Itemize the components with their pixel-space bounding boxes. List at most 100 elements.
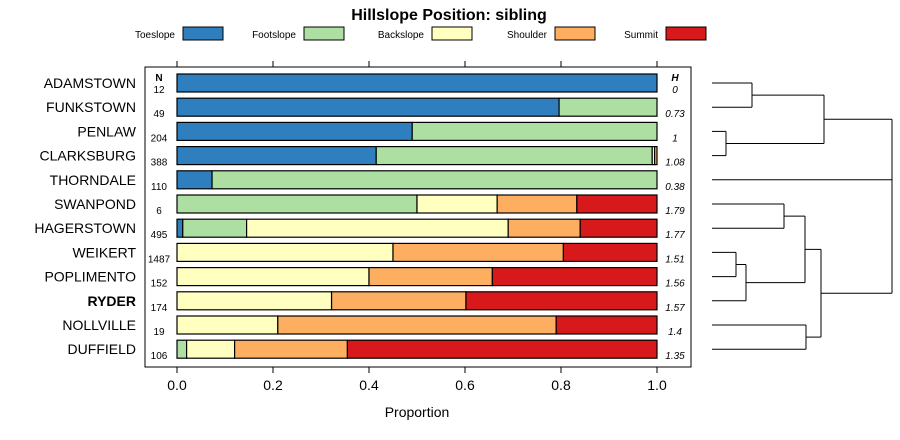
- row-poplimento: POPLIMENTO 152 1.56: [44, 267, 685, 290]
- row-label: PENLAW: [77, 123, 136, 139]
- row-h-value: 1.79: [665, 206, 685, 217]
- row-label: HAGERSTOWN: [34, 220, 136, 236]
- row-n-value: 388: [151, 158, 168, 169]
- row-label: DUFFIELD: [68, 341, 136, 357]
- row-h-value: 1: [672, 133, 678, 144]
- bar-segment-toeslope: [176, 146, 377, 166]
- row-label: POPLIMENTO: [44, 269, 136, 285]
- row-label: WEIKERT: [72, 244, 136, 260]
- bar-segment-backslope: [176, 267, 370, 287]
- bar-segment-backslope: [416, 194, 498, 214]
- chart-title: Hillslope Position: sibling: [351, 7, 547, 24]
- row-h-value: 1.57: [665, 303, 685, 314]
- row-h-value: 1.08: [665, 158, 685, 169]
- bar-segment-shoulder: [330, 291, 467, 311]
- row-n-value: 495: [151, 230, 168, 241]
- row-label: CLARKSBURG: [40, 148, 136, 164]
- bar-segment-backslope: [176, 242, 394, 262]
- bar-segment-summit: [579, 218, 658, 238]
- row-h-value: 1.51: [665, 254, 684, 265]
- bar-segment-backslope: [176, 315, 279, 335]
- legend-label-summit: Summit: [624, 30, 658, 41]
- row-label: SWANPOND: [54, 196, 136, 212]
- bar-segment-summit: [491, 267, 658, 287]
- bar-segment-footslope: [176, 194, 418, 214]
- row-nollville: NOLLVILLE 19 1.4: [62, 315, 682, 338]
- bar-segment-toeslope: [176, 97, 560, 117]
- row-swanpond: SWANPOND 6 1.79: [54, 194, 685, 217]
- bar-segment-summit: [555, 315, 658, 335]
- row-n-value: 6: [156, 206, 162, 217]
- row-penlaw: PENLAW 204 1: [77, 121, 678, 144]
- bar-segment-shoulder: [653, 146, 658, 166]
- row-h-value: 0.38: [665, 182, 685, 193]
- bar-segment-toeslope: [176, 73, 658, 93]
- x-tick-label: 1.0: [647, 377, 667, 393]
- row-n-value: 204: [151, 133, 168, 144]
- bar-segment-summit: [562, 242, 658, 262]
- x-tick-label: 0.6: [455, 377, 475, 393]
- legend-label-shoulder: Shoulder: [507, 30, 548, 41]
- row-label: FUNKSTOWN: [46, 99, 136, 115]
- bar-segment-summit: [346, 339, 658, 359]
- bar-segment-toeslope: [176, 218, 184, 238]
- row-n-value: 19: [153, 327, 165, 338]
- bar-segment-shoulder: [368, 267, 493, 287]
- row-h-value: 1.4: [668, 327, 682, 338]
- row-h-value: 1.35: [665, 351, 685, 362]
- dendrogram: [712, 82, 893, 350]
- legend-swatch-shoulder: [554, 26, 596, 41]
- plot-frame: [144, 66, 692, 368]
- bar-segment-summit: [576, 194, 658, 214]
- row-weikert: WEIKERT 1487 1.51: [72, 242, 685, 265]
- row-ryder: RYDER 174 1.57: [88, 291, 685, 314]
- legend-swatch-backslope: [431, 26, 473, 41]
- bar-segment-footslope: [211, 170, 658, 190]
- bar-segment-shoulder: [507, 218, 581, 238]
- bar-segment-backslope: [186, 339, 236, 359]
- bar-segment-summit: [465, 291, 658, 311]
- bar-segment-footslope: [176, 339, 188, 359]
- row-duffield: DUFFIELD 106 1.35: [68, 339, 685, 362]
- bar-segment-toeslope: [176, 170, 213, 190]
- bar-segment-backslope: [176, 291, 333, 311]
- bar-segment-backslope: [246, 218, 509, 238]
- row-n-value: 152: [151, 279, 168, 290]
- row-n-value: 106: [151, 351, 168, 362]
- bar-segment-footslope: [375, 146, 653, 166]
- row-label: NOLLVILLE: [62, 317, 136, 333]
- bar-segment-toeslope: [176, 121, 413, 142]
- bar-segment-shoulder: [234, 339, 349, 359]
- row-h-value: 0.73: [665, 109, 685, 120]
- bar-segment-shoulder: [392, 242, 564, 262]
- n-header: N: [155, 73, 162, 84]
- bar-segment-shoulder: [496, 194, 578, 214]
- legend-swatch-summit: [665, 26, 707, 41]
- row-h-value: 1.56: [665, 279, 685, 290]
- legend-label-backslope: Backslope: [378, 30, 425, 41]
- row-h-value: 1.77: [665, 230, 685, 241]
- legend-swatch-toeslope: [182, 26, 224, 41]
- bar-segment-footslope: [558, 97, 658, 117]
- row-clarksburg: CLARKSBURG 388 1.08: [40, 146, 685, 169]
- row-hagerstown: HAGERSTOWN 495 1.77: [34, 218, 685, 241]
- row-n-value: 12: [153, 85, 165, 96]
- legend-swatch-footslope: [303, 26, 345, 41]
- row-n-value: 1487: [148, 254, 171, 265]
- row-n-value: 110: [151, 182, 167, 193]
- x-tick-label: 0.2: [263, 377, 283, 393]
- row-label: ADAMSTOWN: [44, 75, 136, 91]
- x-axis-label: Proportion: [385, 404, 450, 420]
- bar-segment-footslope: [182, 218, 248, 238]
- row-label: RYDER: [88, 293, 137, 309]
- row-adamstown: ADAMSTOWN 12 0: [44, 73, 678, 96]
- legend-label-toeslope: Toeslope: [135, 30, 175, 41]
- row-h-value: 0: [672, 85, 678, 96]
- x-tick-label: 0.4: [359, 377, 379, 393]
- row-n-value: 174: [151, 303, 168, 314]
- bar-segment-footslope: [411, 121, 658, 142]
- row-label: THORNDALE: [50, 172, 136, 188]
- x-axis: 0.0 0.2 0.4 0.6 0.8 1.0: [167, 61, 667, 393]
- chart-rows: ADAMSTOWN 12 0 FUNKSTOWN 49 0.73 PENLAW 204 1 CLA…: [34, 73, 685, 362]
